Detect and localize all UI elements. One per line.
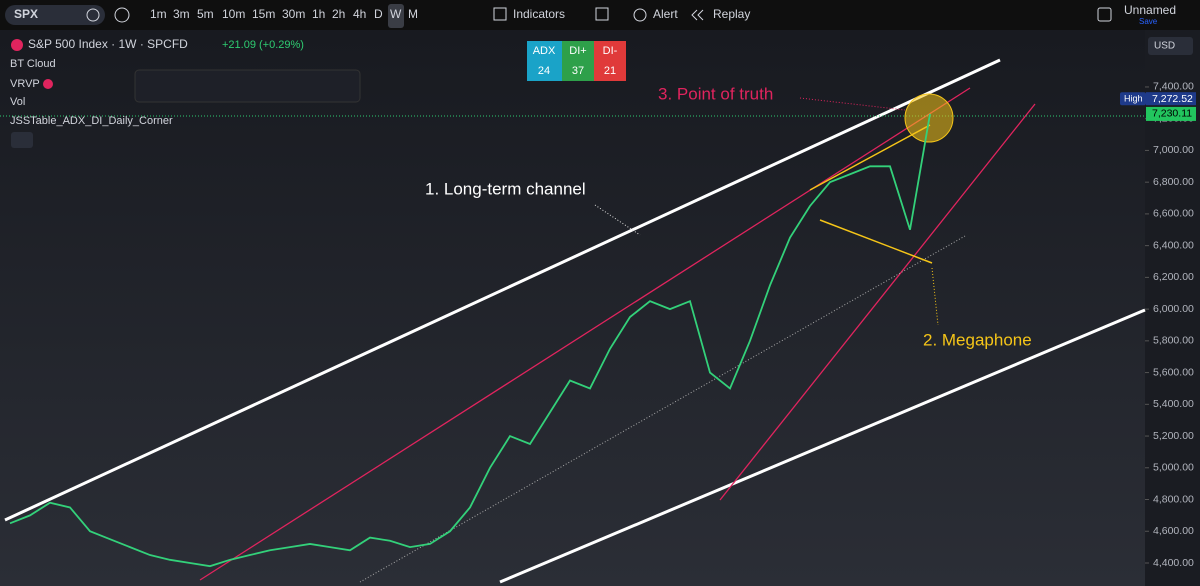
interval-button[interactable]: 5m	[197, 7, 214, 21]
table-cell	[527, 61, 562, 81]
table-cell	[562, 41, 594, 61]
last-price-box	[1146, 106, 1196, 121]
toolbar	[0, 0, 1200, 30]
high-label: High	[1124, 94, 1143, 104]
table-header: DI+	[569, 45, 586, 57]
table-header: ADX	[533, 45, 556, 57]
trend-line	[199, 87, 971, 581]
y-tick-label: 4,600.00	[1153, 525, 1194, 537]
indicator-name: VRVP	[10, 78, 40, 90]
currency[interactable]: USD	[1154, 41, 1175, 52]
y-tick-label: 7,400.00	[1153, 81, 1194, 93]
table-header: DI-	[603, 45, 618, 57]
channel-upper	[4, 58, 1001, 522]
y-tick-label: 5,800.00	[1153, 335, 1194, 347]
interval-button[interactable]: 3m	[173, 7, 190, 21]
currency-box[interactable]	[1148, 37, 1193, 55]
y-tick-label: 7,000.00	[1153, 144, 1194, 156]
table-value: 21	[604, 65, 616, 77]
icon[interactable]	[86, 8, 100, 22]
table-cell	[594, 61, 626, 81]
interval-button[interactable]: 10m	[222, 7, 245, 21]
y-tick-label: 6,000.00	[1153, 303, 1194, 315]
y-tick-label: 5,000.00	[1153, 462, 1194, 474]
alert-button[interactable]: Alert	[653, 7, 678, 21]
add-icon[interactable]	[114, 7, 130, 23]
y-tick-label: 6,800.00	[1153, 176, 1194, 188]
interval-active	[388, 4, 404, 28]
channel-lower	[499, 308, 1146, 584]
high-price: 7,272.52	[1152, 93, 1193, 105]
y-tick-label: 6,400.00	[1153, 239, 1194, 251]
y-tick-label: 5,600.00	[1153, 366, 1194, 378]
price-axis	[1145, 30, 1200, 586]
pointer	[931, 267, 939, 326]
last-price: 7,230.11	[1152, 108, 1192, 120]
interval-button[interactable]: D	[374, 7, 383, 21]
icon	[691, 9, 704, 21]
y-tick-label: 4,800.00	[1153, 493, 1194, 505]
table-cell	[594, 41, 626, 61]
interval-button[interactable]: 15m	[252, 7, 275, 21]
indicator-name: BT Cloud	[10, 58, 56, 70]
annotation: 1. Long-term channel	[425, 179, 586, 198]
table-value: 24	[538, 65, 550, 77]
legend-title: S&P 500 Index · 1W · SPCFD	[28, 37, 188, 51]
chart-area	[0, 30, 1145, 586]
interval-button[interactable]: 4h	[353, 7, 366, 21]
pointer	[594, 204, 641, 236]
mid-line	[359, 235, 966, 583]
table-cell	[562, 61, 594, 81]
warning-icon	[43, 79, 53, 89]
indicators-button[interactable]: Indicators	[513, 7, 565, 21]
layout-icon[interactable]	[595, 7, 609, 21]
y-tick-label: 5,400.00	[1153, 398, 1194, 410]
layout-name[interactable]: Unnamed	[1124, 3, 1176, 17]
save-label[interactable]: Save	[1139, 17, 1158, 26]
table-cell	[527, 41, 562, 61]
replay-button[interactable]: Replay	[713, 7, 750, 21]
checkbox[interactable]	[1097, 7, 1112, 22]
y-tick-label: 6,200.00	[1153, 271, 1194, 283]
interval-button[interactable]: 2h	[332, 7, 345, 21]
y-tick-label: 4,400.00	[1153, 557, 1194, 569]
megaphone-top	[809, 124, 931, 191]
price-line	[9, 113, 931, 568]
interval-button[interactable]: 1m	[150, 7, 167, 21]
symbol[interactable]: SPX	[14, 7, 38, 21]
indicator-name: Vol	[10, 96, 25, 108]
collapse-button[interactable]	[11, 132, 33, 148]
icon	[493, 7, 507, 21]
legend-change: +21.09 (+0.29%)	[222, 39, 304, 51]
interval-button[interactable]: W	[390, 7, 402, 21]
y-tick-label: 6,600.00	[1153, 208, 1194, 220]
high-price-box	[1146, 92, 1196, 106]
annotation: 3. Point of truth	[658, 84, 773, 103]
symbol-logo	[11, 39, 23, 51]
interval-button[interactable]: 1h	[312, 7, 325, 21]
interval-button[interactable]: M	[408, 7, 418, 21]
high-box	[1120, 92, 1146, 106]
megaphone-bottom	[819, 219, 933, 264]
interval-button[interactable]: 30m	[282, 7, 305, 21]
annotation: 2. Megaphone	[923, 330, 1032, 349]
trend-line	[719, 103, 1036, 501]
y-tick-label: 5,200.00	[1153, 430, 1194, 442]
symbol-box[interactable]	[5, 5, 105, 25]
icon	[633, 8, 647, 22]
indicator-name: JSSTable_ADX_DI_Daily_Corner	[10, 115, 173, 127]
table-value: 37	[572, 65, 584, 77]
drawing-toolbar	[134, 69, 361, 103]
